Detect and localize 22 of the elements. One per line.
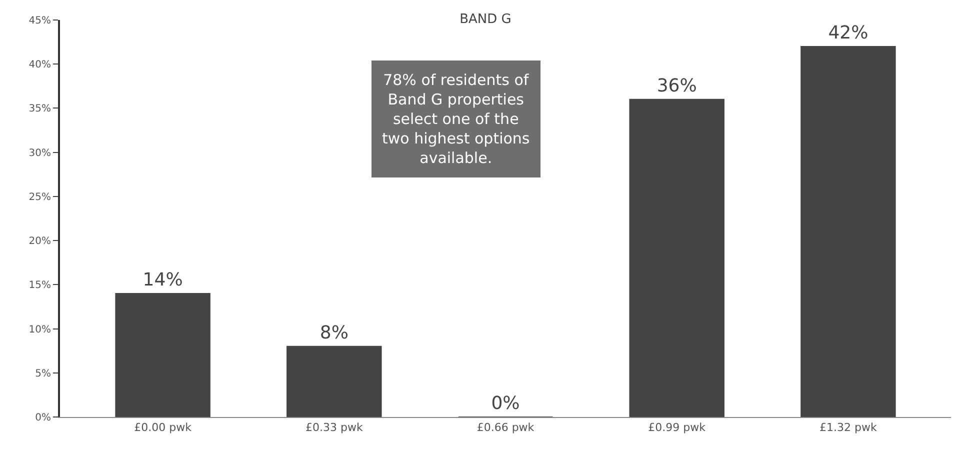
data-label: 36% — [656, 75, 697, 96]
y-tick-label: 5% — [35, 368, 51, 380]
y-tick-label: 30% — [28, 148, 51, 159]
y-tick-label: 40% — [28, 60, 51, 71]
x-tick-label: £0.66 pwk — [476, 421, 535, 434]
y-tick-label: 10% — [28, 324, 51, 336]
x-tick-label: £0.33 pwk — [305, 421, 364, 434]
chart-title: BAND G — [460, 12, 512, 27]
data-label: 42% — [828, 22, 868, 44]
data-label: 14% — [142, 269, 183, 290]
y-tick-label: 15% — [28, 280, 51, 292]
y-tick-label: 35% — [28, 104, 51, 115]
y-tick-label: 20% — [28, 236, 51, 248]
data-label: 0% — [491, 393, 520, 414]
x-tick-label: £1.32 pwk — [820, 421, 878, 434]
y-tick-label: 0% — [35, 412, 51, 424]
data-label: 8% — [320, 322, 348, 344]
y-tick-label: 25% — [28, 192, 51, 203]
x-tick-label: £0.99 pwk — [648, 421, 706, 434]
x-tick-label: £0.00 pwk — [134, 421, 192, 434]
y-tick-label: 45% — [28, 16, 51, 26]
annotation: 78% of residents of Band G properties select one of the two highest options available. — [382, 71, 530, 167]
